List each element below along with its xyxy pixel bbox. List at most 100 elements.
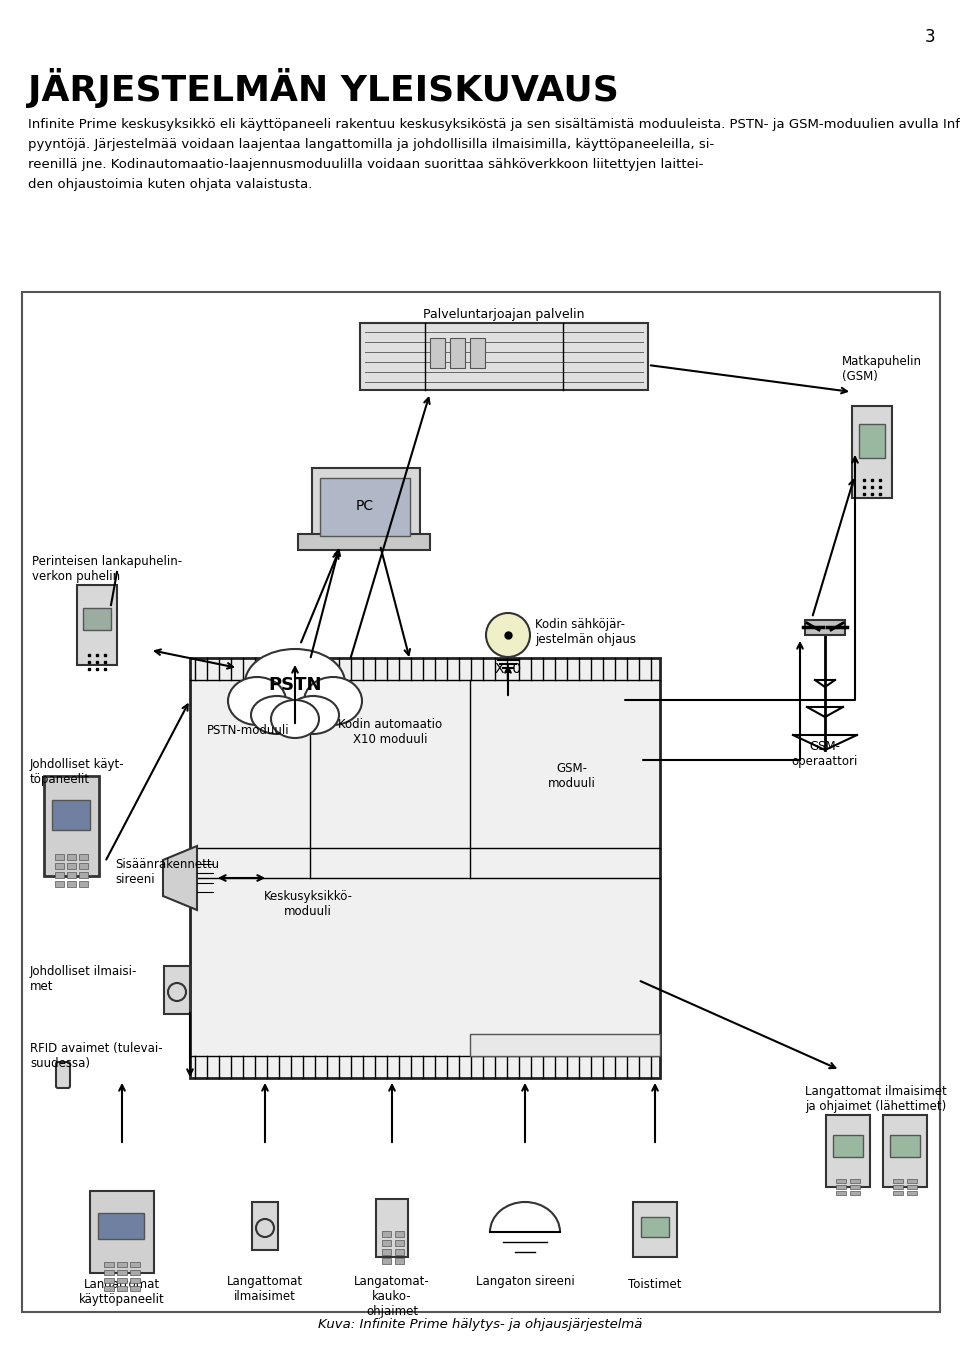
Bar bbox=[117, 1277, 127, 1283]
Bar bbox=[22, 292, 940, 1311]
Bar bbox=[633, 1201, 677, 1257]
Bar bbox=[890, 1135, 920, 1157]
Text: GSM-
operaattori: GSM- operaattori bbox=[792, 741, 858, 768]
Text: Toistimet: Toistimet bbox=[628, 1277, 682, 1291]
Bar bbox=[67, 863, 76, 868]
Bar bbox=[836, 1180, 846, 1182]
Bar bbox=[382, 1249, 391, 1254]
Text: PSTN: PSTN bbox=[268, 675, 322, 694]
Bar bbox=[852, 406, 892, 497]
Bar bbox=[67, 872, 76, 878]
Bar bbox=[395, 1258, 404, 1264]
Bar bbox=[395, 1249, 404, 1254]
Text: RFID avaimet (tulevai-
suudessa): RFID avaimet (tulevai- suudessa) bbox=[30, 1042, 162, 1070]
FancyBboxPatch shape bbox=[56, 1061, 70, 1089]
Bar bbox=[641, 1218, 669, 1237]
Bar bbox=[130, 1277, 140, 1283]
Bar bbox=[79, 853, 88, 860]
Text: Kodin sähköjär-
jestelmän ohjaus: Kodin sähköjär- jestelmän ohjaus bbox=[535, 618, 636, 646]
Bar bbox=[298, 534, 430, 550]
Bar bbox=[376, 1199, 408, 1257]
Bar bbox=[190, 658, 660, 1078]
Text: Johdolliset käyt-
töpaneelit: Johdolliset käyt- töpaneelit bbox=[30, 758, 125, 786]
Bar bbox=[382, 1258, 391, 1264]
Bar bbox=[98, 1214, 144, 1239]
Bar bbox=[395, 1239, 404, 1246]
Bar bbox=[55, 881, 64, 887]
Bar bbox=[859, 424, 885, 458]
Bar bbox=[77, 584, 117, 665]
Text: JÄRJESTELMÄN YLEISKUVAUS: JÄRJESTELMÄN YLEISKUVAUS bbox=[28, 68, 619, 107]
Circle shape bbox=[486, 613, 530, 656]
Bar bbox=[850, 1180, 860, 1182]
Bar bbox=[130, 1263, 140, 1267]
Text: Kuva: Infinite Prime hälytys- ja ohjausjärjestelmä: Kuva: Infinite Prime hälytys- ja ohjausj… bbox=[318, 1318, 642, 1330]
Bar bbox=[382, 1239, 391, 1246]
Bar bbox=[907, 1190, 917, 1195]
Bar bbox=[104, 1263, 114, 1267]
Circle shape bbox=[168, 983, 186, 1002]
Bar bbox=[836, 1185, 846, 1189]
Bar bbox=[833, 1135, 863, 1157]
Text: GSM-
moduuli: GSM- moduuli bbox=[548, 762, 596, 790]
Ellipse shape bbox=[287, 696, 339, 734]
Text: pyyntöjä. Järjestelmää voidaan laajentaa langattomilla ja johdollisilla ilmaisim: pyyntöjä. Järjestelmää voidaan laajentaa… bbox=[28, 139, 714, 151]
Circle shape bbox=[256, 1219, 274, 1237]
Bar bbox=[320, 478, 410, 535]
Bar bbox=[826, 1114, 870, 1186]
Bar bbox=[67, 853, 76, 860]
Ellipse shape bbox=[251, 696, 303, 734]
Bar bbox=[79, 872, 88, 878]
Bar bbox=[312, 467, 420, 540]
Bar bbox=[130, 1271, 140, 1275]
Text: Perinteisen lankapuhelin-
verkon puhelin: Perinteisen lankapuhelin- verkon puhelin bbox=[32, 554, 182, 583]
Bar bbox=[850, 1190, 860, 1195]
Bar bbox=[104, 1271, 114, 1275]
Bar bbox=[104, 1277, 114, 1283]
Text: reenillä jne. Kodinautomaatio-laajennusmoduulilla voidaan suorittaa sähköverkkoo: reenillä jne. Kodinautomaatio-laajennusm… bbox=[28, 158, 704, 171]
Bar bbox=[90, 1190, 154, 1273]
Bar bbox=[104, 1286, 114, 1291]
Text: Johdolliset ilmaisi-
met: Johdolliset ilmaisi- met bbox=[30, 965, 137, 993]
Bar bbox=[55, 863, 64, 868]
Bar bbox=[252, 1201, 278, 1250]
Bar bbox=[883, 1114, 927, 1186]
Bar bbox=[117, 1263, 127, 1267]
Bar bbox=[907, 1185, 917, 1189]
Text: Langattomat ilmaisimet
ja ohjaimet (lähettimet): Langattomat ilmaisimet ja ohjaimet (lähe… bbox=[805, 1084, 947, 1113]
Bar bbox=[893, 1185, 903, 1189]
Text: Matkapuhelin
(GSM): Matkapuhelin (GSM) bbox=[842, 355, 922, 383]
Text: PC: PC bbox=[356, 499, 374, 512]
Ellipse shape bbox=[304, 677, 362, 724]
Bar bbox=[79, 881, 88, 887]
Bar bbox=[382, 1231, 391, 1237]
Bar bbox=[805, 620, 845, 635]
Bar bbox=[52, 800, 90, 830]
Text: Palveluntarjoajan palvelin: Palveluntarjoajan palvelin bbox=[423, 308, 585, 321]
Text: Kodin automaatio
X10 moduuli: Kodin automaatio X10 moduuli bbox=[338, 718, 442, 746]
Text: Sisäänrakennettu
sireeni: Sisäänrakennettu sireeni bbox=[115, 858, 219, 886]
Bar bbox=[164, 966, 190, 1014]
Bar bbox=[850, 1185, 860, 1189]
Ellipse shape bbox=[245, 650, 345, 718]
Bar bbox=[360, 323, 648, 390]
Bar bbox=[117, 1286, 127, 1291]
Bar bbox=[907, 1180, 917, 1182]
Text: Langattomat
ilmaisimet: Langattomat ilmaisimet bbox=[227, 1275, 303, 1303]
Bar bbox=[395, 1231, 404, 1237]
Text: X10: X10 bbox=[494, 662, 521, 675]
Bar bbox=[67, 881, 76, 887]
Polygon shape bbox=[163, 847, 197, 911]
Bar bbox=[893, 1190, 903, 1195]
Bar bbox=[893, 1180, 903, 1182]
Bar bbox=[55, 872, 64, 878]
Bar bbox=[83, 607, 111, 631]
Bar bbox=[130, 1286, 140, 1291]
Bar bbox=[117, 1271, 127, 1275]
Bar bbox=[470, 1034, 660, 1056]
Text: den ohjaustoimia kuten ohjata valaistusta.: den ohjaustoimia kuten ohjata valaistust… bbox=[28, 178, 312, 192]
Ellipse shape bbox=[228, 677, 286, 724]
Ellipse shape bbox=[271, 700, 319, 738]
Bar bbox=[79, 863, 88, 868]
Text: Keskusyksikkö-
moduuli: Keskusyksikkö- moduuli bbox=[263, 890, 352, 917]
